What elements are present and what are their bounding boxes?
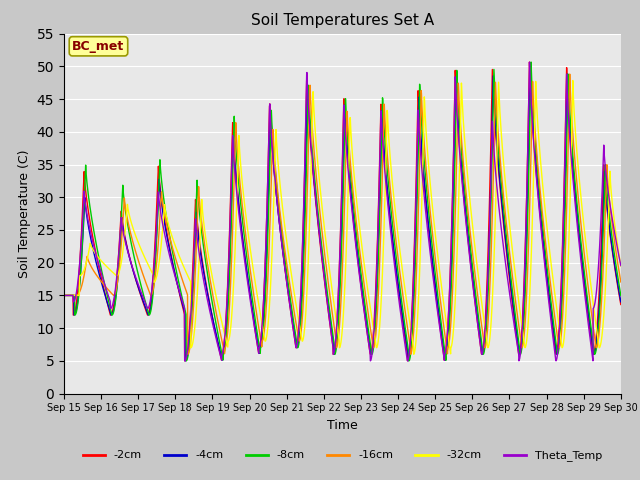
Line: -16cm: -16cm xyxy=(64,74,621,354)
-2cm xyxy=(181,358,189,364)
-16cm xyxy=(566,71,573,77)
-16cm xyxy=(216,326,223,332)
Line: -8cm: -8cm xyxy=(64,62,621,361)
Theta_Temp xyxy=(181,358,189,364)
-16cm xyxy=(568,120,576,126)
-4cm xyxy=(504,262,512,267)
-32cm xyxy=(60,292,68,298)
Theta_Temp xyxy=(371,313,379,319)
-4cm xyxy=(216,346,223,351)
-8cm xyxy=(371,332,379,337)
-4cm xyxy=(60,292,68,298)
-32cm xyxy=(584,255,591,261)
Y-axis label: Soil Temperature (C): Soil Temperature (C) xyxy=(18,149,31,278)
Text: BC_met: BC_met xyxy=(72,40,125,53)
-8cm xyxy=(60,292,68,298)
-16cm xyxy=(184,351,191,357)
-16cm xyxy=(359,271,367,276)
-2cm xyxy=(504,266,512,272)
Theta_Temp xyxy=(504,282,512,288)
-4cm xyxy=(568,153,576,159)
-8cm xyxy=(568,143,576,149)
-16cm xyxy=(371,340,379,346)
-32cm xyxy=(504,211,512,216)
-16cm xyxy=(504,239,512,245)
-4cm xyxy=(584,303,591,309)
-2cm xyxy=(359,296,367,301)
-16cm xyxy=(584,279,591,285)
-2cm xyxy=(617,301,625,307)
Theta_Temp xyxy=(525,59,533,65)
Theta_Temp xyxy=(359,297,367,303)
-16cm xyxy=(60,292,68,298)
-4cm xyxy=(371,322,379,327)
-8cm xyxy=(216,339,223,345)
-4cm xyxy=(617,299,625,305)
-32cm xyxy=(617,263,625,269)
-32cm xyxy=(358,247,366,253)
-32cm xyxy=(568,126,575,132)
Theta_Temp xyxy=(568,165,576,171)
-32cm xyxy=(216,308,223,314)
Theta_Temp xyxy=(60,292,68,298)
Title: Soil Temperatures Set A: Soil Temperatures Set A xyxy=(251,13,434,28)
Line: -2cm: -2cm xyxy=(64,62,621,361)
-8cm xyxy=(527,59,535,65)
Legend: -2cm, -4cm, -8cm, -16cm, -32cm, Theta_Temp: -2cm, -4cm, -8cm, -16cm, -32cm, Theta_Te… xyxy=(78,446,607,466)
-2cm xyxy=(371,307,379,312)
-4cm xyxy=(359,291,367,297)
-4cm xyxy=(182,358,189,364)
-8cm xyxy=(504,252,512,258)
-8cm xyxy=(617,292,625,298)
-32cm xyxy=(371,333,378,338)
Theta_Temp xyxy=(584,315,591,321)
-8cm xyxy=(182,358,190,364)
-32cm xyxy=(410,351,417,357)
Line: -32cm: -32cm xyxy=(64,81,621,354)
-16cm xyxy=(617,279,625,285)
-4cm xyxy=(527,66,534,72)
-2cm xyxy=(568,158,576,164)
Theta_Temp xyxy=(216,349,223,355)
-8cm xyxy=(584,297,591,302)
-8cm xyxy=(359,284,367,289)
Theta_Temp xyxy=(617,263,625,268)
-2cm xyxy=(584,309,591,314)
Line: -4cm: -4cm xyxy=(64,69,621,361)
Line: Theta_Temp: Theta_Temp xyxy=(64,62,621,361)
-2cm xyxy=(216,348,223,354)
-2cm xyxy=(525,59,533,65)
-32cm xyxy=(569,78,577,84)
X-axis label: Time: Time xyxy=(327,419,358,432)
-2cm xyxy=(60,292,68,298)
